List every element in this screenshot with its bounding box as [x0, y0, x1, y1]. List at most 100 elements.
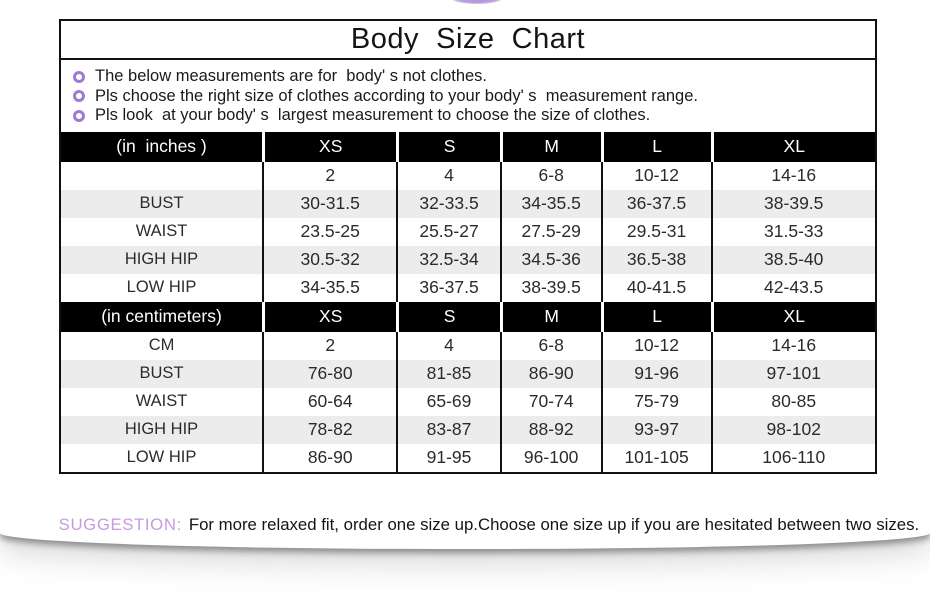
size-chart-card: Body Size Chart The below measurements a…: [58, 0, 920, 534]
measurement-value-cell: 101-105: [600, 443, 711, 472]
measurement-value-cell: 10-12: [600, 331, 711, 360]
table-row: LOW HIP 86-90 91-95 96-100 101-105 106-110: [61, 443, 875, 472]
measurement-value-cell: 36-37.5: [600, 189, 711, 218]
top-decor-blob-icon: [452, 0, 502, 4]
size-column-header: S: [396, 301, 500, 332]
section-header-label: (in centimeters): [61, 301, 263, 332]
table-row: BUST 76-80 81-85 86-90 91-96 97-101: [61, 359, 875, 388]
measurement-value-cell: 88-92: [499, 415, 601, 444]
table-row: HIGH HIP 78-82 83-87 88-92 93-97 98-102: [61, 415, 875, 444]
measurement-value-cell: 38-39.5: [499, 273, 601, 302]
size-column-header: XS: [262, 131, 397, 162]
table-row: CM 2 4 6-8 10-12 14-16: [61, 331, 875, 360]
measurement-value-cell: 6-8: [499, 161, 601, 190]
section-header-label: (in inches ): [61, 131, 263, 162]
measurement-value-cell: 25.5-27: [396, 217, 499, 246]
measurement-value-cell: 91-95: [396, 443, 499, 472]
measurement-label-cell: WAIST: [135, 222, 188, 240]
note-item: Pls choose the right size of clothes acc…: [67, 87, 871, 107]
measurement-value-cell: 29.5-31: [600, 217, 711, 246]
measurement-value-cell: 75-79: [600, 387, 711, 416]
measurement-value-cell: 76-80: [262, 359, 396, 388]
measurement-value-cell: 4: [396, 161, 499, 190]
measurement-value-cell: 14-16: [710, 331, 875, 360]
bullet-ring-icon: [73, 90, 85, 103]
measurement-label-cell: [61, 162, 262, 190]
note-text: Pls look at your body' s largest measure…: [95, 106, 651, 125]
size-column-header: L: [600, 131, 711, 162]
measurement-value-cell: 70-74: [499, 387, 601, 416]
note-text: The below measurements are for body' s n…: [95, 67, 488, 86]
measurement-value-cell: 32.5-34: [396, 245, 499, 274]
measurement-value-cell: 93-97: [600, 415, 711, 444]
measurement-value-cell: 36.5-38: [600, 245, 711, 274]
measurement-value-cell: 80-85: [710, 387, 875, 416]
measurement-value-cell: 23.5-25: [262, 217, 396, 246]
measurement-label-cell: BUST: [139, 364, 184, 382]
measurement-value-cell: 34.5-36: [499, 245, 601, 274]
bullet-ring-icon: [73, 109, 85, 122]
measurement-value-cell: 86-90: [262, 443, 396, 472]
suggestion-line: SUGGESTION: For more relaxed fit, order o…: [40, 495, 920, 555]
measurement-label-cell: HIGH HIP: [124, 420, 199, 438]
measurement-label-cell: CM: [148, 336, 175, 354]
size-column-header: XL: [710, 131, 875, 162]
measurement-value-cell: 34-35.5: [499, 189, 601, 218]
measurement-value-cell: 2: [262, 161, 396, 190]
note-item: The below measurements are for body' s n…: [67, 67, 871, 87]
measurement-label-cell: WAIST: [135, 392, 188, 410]
size-table: (in inches ) XS S M L XL 2 4 6-8 10-12 14-16 BUST 30…: [61, 131, 875, 472]
size-column-header: XS: [262, 301, 397, 332]
measurement-value-cell: 14-16: [710, 161, 875, 190]
measurement-value-cell: 91-96: [600, 359, 711, 388]
table-row: 2 4 6-8 10-12 14-16: [61, 161, 875, 190]
table-row: LOW HIP 34-35.5 36-37.5 38-39.5 40-41.5 42-43…: [61, 273, 875, 302]
measurement-value-cell: 31.5-33: [710, 217, 875, 246]
size-column-header: M: [499, 131, 601, 162]
measurement-value-cell: 81-85: [396, 359, 499, 388]
chart-title: Body Size Chart: [61, 21, 875, 60]
measurement-value-cell: 34-35.5: [262, 273, 396, 302]
size-column-header: S: [396, 131, 500, 162]
size-column-header: M: [499, 301, 601, 332]
measurement-value-cell: 83-87: [396, 415, 499, 444]
measurement-value-cell: 38-39.5: [710, 189, 875, 218]
size-column-header: XL: [710, 301, 875, 332]
measurement-value-cell: 4: [396, 331, 499, 360]
measurement-value-cell: 36-37.5: [396, 273, 499, 302]
measurement-value-cell: 38.5-40: [710, 245, 875, 274]
bullet-ring-icon: [73, 70, 85, 83]
measurement-value-cell: 78-82: [262, 415, 396, 444]
measurement-value-cell: 32-33.5: [396, 189, 499, 218]
measurement-value-cell: 97-101: [710, 359, 875, 388]
notes-list: The below measurements are for body' s n…: [61, 60, 875, 132]
measurement-value-cell: 2: [262, 331, 396, 360]
measurement-value-cell: 86-90: [499, 359, 601, 388]
measurement-value-cell: 40-41.5: [600, 273, 711, 302]
table-row: WAIST 23.5-25 25.5-27 27.5-29 29.5-31 31.5-33: [61, 217, 875, 246]
suggestion-text: For more relaxed fit, order one size up.…: [188, 515, 920, 534]
measurement-value-cell: 42-43.5: [710, 273, 875, 302]
table-header-row: (in inches ) XS S M L XL: [61, 131, 875, 162]
measurement-value-cell: 106-110: [710, 443, 875, 472]
measurement-label-cell: LOW HIP: [126, 278, 197, 296]
measurement-value-cell: 65-69: [396, 387, 499, 416]
size-chart-panel: Body Size Chart The below measurements a…: [59, 19, 877, 474]
suggestion-label: SUGGESTION:: [58, 515, 182, 534]
measurement-value-cell: 96-100: [499, 443, 601, 472]
measurement-value-cell: 30-31.5: [262, 189, 396, 218]
measurement-value-cell: 10-12: [600, 161, 711, 190]
size-column-header: L: [600, 301, 711, 332]
measurement-label-cell: LOW HIP: [126, 448, 197, 466]
table-row: WAIST 60-64 65-69 70-74 75-79 80-85: [61, 387, 875, 416]
note-item: Pls look at your body' s largest measure…: [67, 106, 871, 126]
table-header-row: (in centimeters) XS S M L XL: [61, 301, 875, 332]
measurement-label-cell: BUST: [139, 194, 184, 212]
table-row: BUST 30-31.5 32-33.5 34-35.5 36-37.5 38-39.5: [61, 189, 875, 218]
table-row: HIGH HIP 30.5-32 32.5-34 34.5-36 36.5-38 38.5…: [61, 245, 875, 274]
measurement-label-cell: HIGH HIP: [124, 250, 199, 268]
measurement-value-cell: 30.5-32: [262, 245, 396, 274]
measurement-value-cell: 6-8: [499, 331, 601, 360]
measurement-value-cell: 60-64: [262, 387, 396, 416]
measurement-value-cell: 98-102: [710, 415, 875, 444]
